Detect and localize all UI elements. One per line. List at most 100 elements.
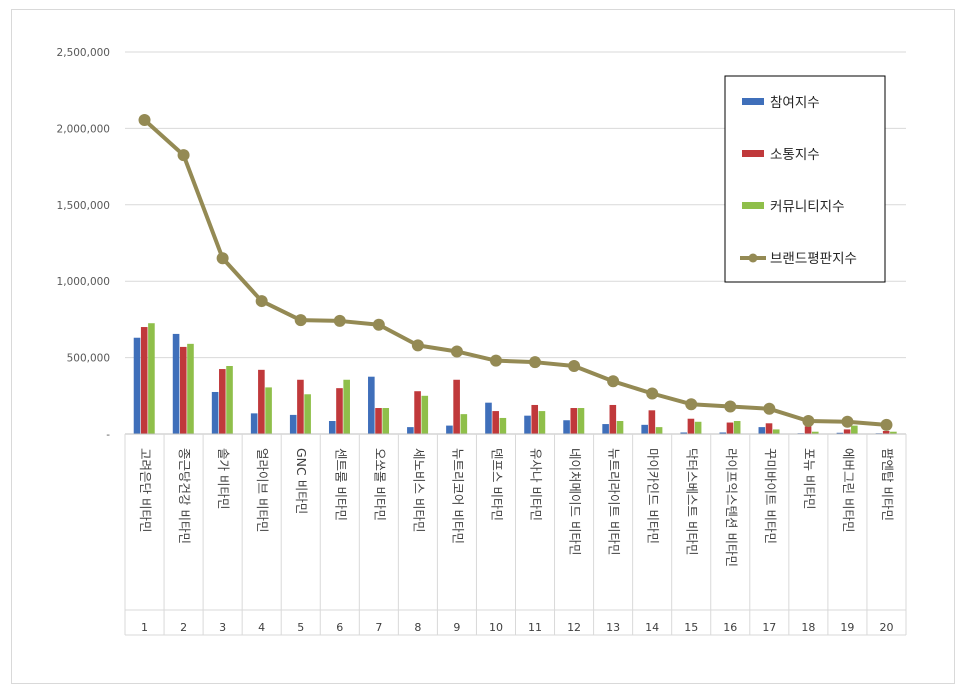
bar-커뮤니티지수 [265,387,272,434]
bar-소통지수 [726,422,734,434]
legend-swatch-marker [748,253,758,263]
category-label: 오쏘몰 비타민 [372,448,387,521]
rank-label: 4 [258,621,265,634]
bar-커뮤니티지수 [187,343,194,434]
line-point [450,345,463,358]
line-point [763,402,776,415]
bar-소통지수 [804,426,812,434]
bar-커뮤니티지수 [811,431,819,434]
bar-커뮤니티지수 [538,411,546,434]
bar-소통지수 [687,418,695,434]
rank-label: 5 [297,621,304,634]
category-label: 뉴트리코어 비타민 [450,448,465,544]
legend-entry: 커뮤니티지수 [770,199,845,215]
legend-entry: 브랜드평판지수 [770,251,857,267]
rank-label: 16 [723,621,737,634]
rank-label: 6 [336,621,343,634]
bar-참여지수 [719,432,727,434]
line-point [372,318,385,331]
bar-소통지수 [843,429,851,434]
y-tick-label: 2,000,000 [57,123,110,135]
bar-참여지수 [368,376,375,434]
bar-참여지수 [211,391,219,434]
rank-label: 3 [219,621,226,634]
category-label: 에버그린 비타민 [841,448,856,532]
category-label: 종근당건강 비타민 [177,448,192,544]
rank-label: 19 [840,621,854,634]
line-point [607,375,620,388]
bar-참여지수 [485,402,492,434]
rank-label: 13 [606,621,620,634]
legend-box [724,75,886,283]
line-point [880,418,893,431]
bar-소통지수 [492,411,499,434]
bar-커뮤니티지수 [343,379,350,434]
y-tick-label: - [106,429,110,441]
line-point [216,252,229,265]
y-tick-label: 2,500,000 [57,47,110,59]
line-point [685,398,698,411]
line-point [255,295,268,308]
category-label: 세노비스 비타민 [411,448,426,532]
bar-참여지수 [641,424,648,434]
bar-커뮤니티지수 [890,431,897,434]
bar-참여지수 [563,420,570,434]
bar-소통지수 [297,379,304,434]
category-label: 닥터스베스트 비타민 [685,448,700,555]
category-label: 마이카인드 비타민 [646,448,661,544]
category-label: 라이프익스텐션 비타민 [724,448,739,567]
line-point [489,354,502,367]
legend-entry: 소통지수 [770,147,820,163]
bar-커뮤니티지수 [148,323,155,434]
category-label: 네이처메이드 비타민 [568,448,583,555]
line-point [802,415,815,428]
rank-label: 2 [180,621,187,634]
bar-소통지수 [140,327,148,434]
brand-index-line [138,113,893,431]
category-label: 덴프스 비타민 [489,448,504,521]
bar-소통지수 [336,388,343,434]
bar-참여지수 [133,337,141,434]
category-label: 뉴트리라이트 비타민 [607,448,622,555]
bar-커뮤니티지수 [577,408,585,434]
category-label: 고려은단 비타민 [138,448,153,532]
category-label: 팜엔탑 비타민 [880,448,895,521]
line-point [724,400,737,413]
bar-참여지수 [836,432,844,434]
category-label: 포뉴 비타민 [802,448,817,509]
rank-label: 14 [645,621,659,634]
legend-swatch [742,150,764,157]
bar-참여지수 [172,333,180,434]
bar-참여지수 [289,414,297,434]
line-point [529,356,542,369]
category-label: GNC 비타민 [294,448,309,514]
bar-참여지수 [680,432,688,434]
bar-참여지수 [446,425,453,434]
bar-소통지수 [609,404,617,434]
legend-swatch [742,202,764,209]
bar-소통지수 [414,391,421,434]
bar-소통지수 [179,346,187,434]
bar-소통지수 [648,410,656,434]
line-point [294,314,307,327]
category-label: 얼라이브 비타민 [255,448,270,532]
bar-커뮤니티지수 [421,395,429,434]
bar-소통지수 [219,369,226,434]
rank-label: 9 [453,621,460,634]
bar-소통지수 [570,408,578,434]
rank-label: 18 [801,621,815,634]
line-point [177,149,190,162]
line-point [841,415,854,428]
bar-참여지수 [250,413,258,434]
y-tick-label: 1,500,000 [57,200,110,212]
rank-label: 17 [762,621,776,634]
bar-참여지수 [602,424,609,434]
bar-커뮤니티지수 [226,366,233,434]
category-label: 꾸미바이트 비타민 [763,448,778,544]
legend-swatch [742,98,764,105]
bar-커뮤니티지수 [772,429,780,434]
bar-소통지수 [765,423,773,434]
rank-label: 1 [141,621,148,634]
bar-참여지수 [328,421,336,434]
